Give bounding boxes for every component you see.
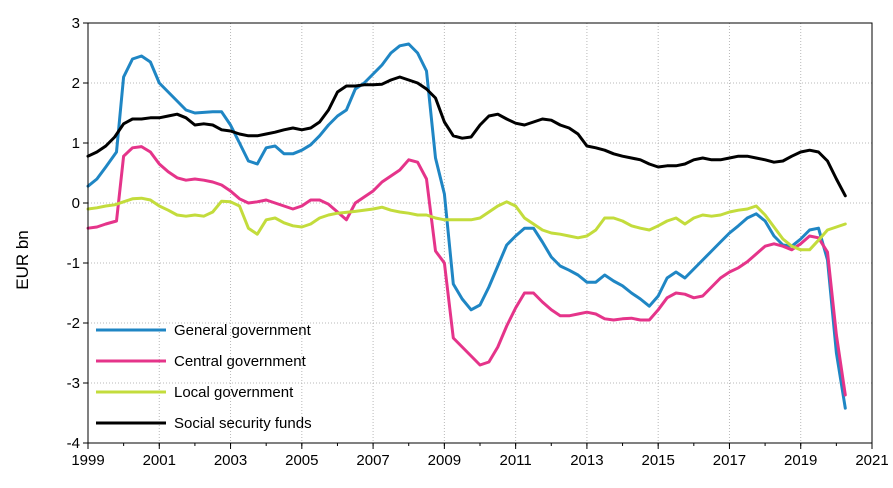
x-tick-label: 2009: [428, 452, 461, 469]
y-tick-label: 0: [72, 195, 80, 212]
x-tick-label: 2005: [285, 452, 318, 469]
x-tick-label: 2013: [570, 452, 603, 469]
axis-ticks: [83, 22, 873, 449]
x-tick-label: 2019: [784, 452, 817, 469]
x-tick-label: 2011: [500, 452, 532, 469]
y-tick-label: 2: [72, 75, 80, 92]
x-tick-label: 2003: [214, 452, 247, 469]
series-line-2: [86, 196, 847, 252]
legend-label: Local government: [174, 384, 294, 401]
y-tick-label: -4: [67, 435, 80, 452]
legend-label: General government: [174, 322, 312, 339]
y-tick-label: -1: [67, 255, 80, 272]
series-line-0: [86, 42, 847, 410]
y-axis-title: EUR bn: [13, 230, 32, 290]
y-tick-label: -2: [67, 315, 80, 332]
y-tick-label: 3: [72, 15, 80, 32]
legend-label: Central government: [174, 353, 307, 370]
legend: General government Central government Loca…: [96, 322, 312, 432]
x-tick-label: 2007: [356, 452, 389, 469]
grid: [88, 23, 872, 443]
y-tick-label: 1: [72, 135, 80, 152]
x-tick-label: 1999: [71, 452, 104, 469]
x-tick-label: 2015: [641, 452, 674, 469]
series-line-1: [86, 145, 847, 397]
x-tick-label: 2017: [713, 452, 746, 469]
axis-tick-labels: 1999 2001 2003 2005 2007 2009 2011 2013 2015 2017…: [67, 15, 889, 469]
legend-label: Social security funds: [174, 415, 312, 432]
x-tick-label: 2001: [143, 452, 176, 469]
series-line-3: [86, 75, 847, 198]
y-tick-label: -3: [67, 375, 80, 392]
series-lines: [86, 42, 847, 410]
x-tick-label: 2021: [855, 452, 888, 469]
